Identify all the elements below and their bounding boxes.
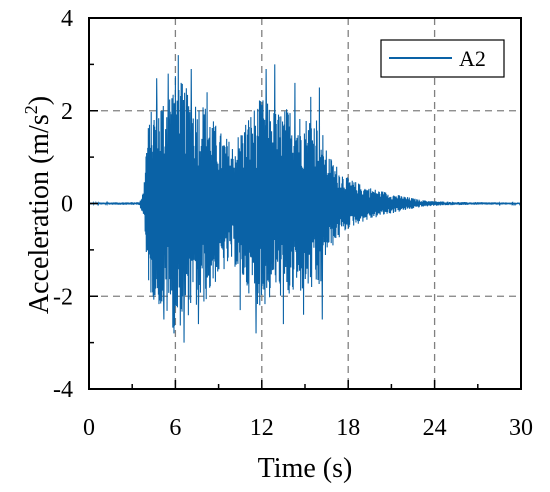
x-tick-label-0: 0 — [83, 415, 95, 441]
x-tick-label-6: 6 — [169, 415, 181, 441]
y-axis-title-main: Acceleration (m/s — [24, 114, 55, 314]
x-tick-label-30: 30 — [509, 415, 533, 441]
y-tick-label-0: 0 — [61, 192, 73, 218]
series-layer — [88, 55, 522, 343]
x-axis-title: Time (s) — [258, 453, 353, 484]
y-axis-title: Acceleration (m/s2) — [21, 96, 55, 314]
x-tick-label-24: 24 — [423, 415, 447, 441]
y-tick-label-2: 2 — [61, 99, 73, 125]
y-tick-label--4: -4 — [53, 377, 73, 403]
y-tick-label-4: 4 — [61, 6, 73, 32]
y-axis-title-superscript: 2 — [21, 105, 41, 114]
x-tick-label-18: 18 — [336, 415, 360, 441]
series-line-a2 — [88, 55, 522, 343]
y-tick-label--2: -2 — [53, 284, 73, 310]
y-axis-title-close: ) — [24, 96, 55, 105]
x-tick-label-12: 12 — [250, 415, 274, 441]
legend: A2 — [380, 39, 505, 78]
legend-label-a2: A2 — [459, 46, 486, 71]
